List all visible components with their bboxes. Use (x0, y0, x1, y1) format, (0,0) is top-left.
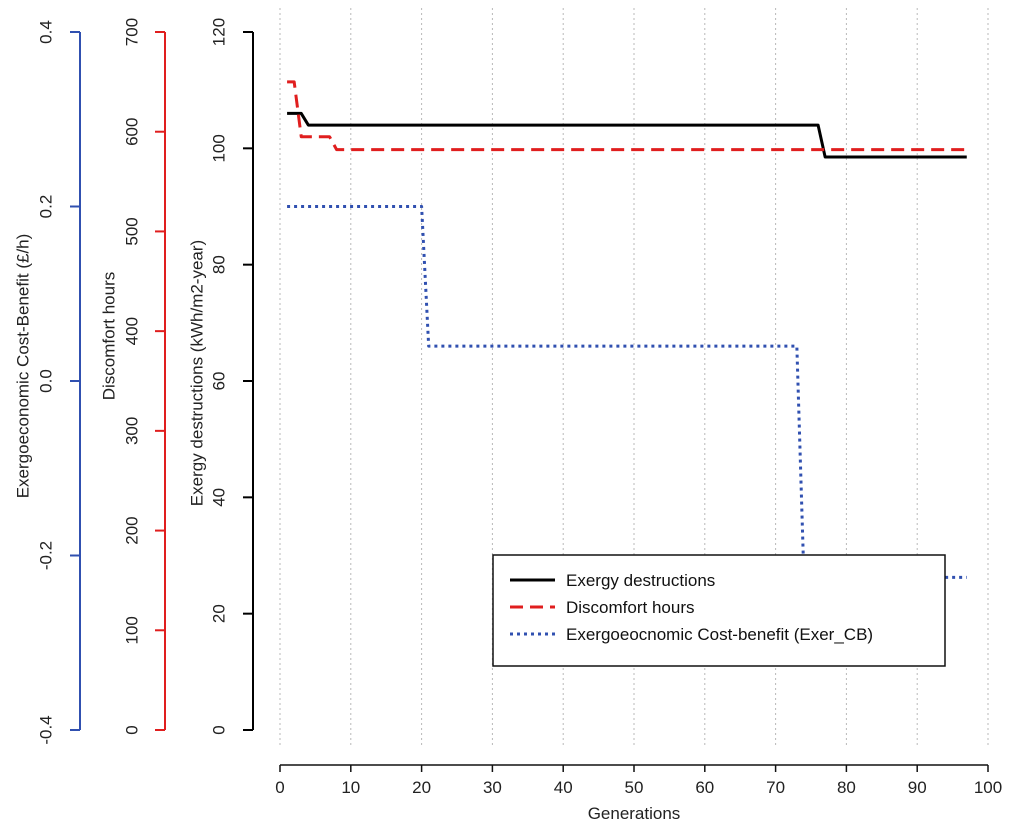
y-tick-label-costbenefit: -0.4 (36, 715, 55, 744)
y-tick-label-exergy: 60 (209, 372, 228, 391)
y-tick-label-discomfort: 0 (122, 725, 141, 734)
y-tick-label-discomfort: 200 (122, 516, 141, 544)
x-tick-label: 80 (837, 778, 856, 797)
y-axis-title-costbenefit: Exergoeconomic Cost-Benefit (£/h) (13, 234, 32, 499)
legend-label-costbenefit: Exergoeocnomic Cost-benefit (Exer_CB) (566, 625, 873, 644)
y-tick-label-discomfort: 400 (122, 317, 141, 345)
legend-box (492, 554, 946, 667)
legend-label-exergy: Exergy destructions (566, 571, 715, 590)
x-tick-label: 10 (341, 778, 360, 797)
y-tick-label-discomfort: 500 (122, 217, 141, 245)
x-tick-label: 40 (554, 778, 573, 797)
legend-label-discomfort: Discomfort hours (566, 598, 694, 617)
x-tick-label: 0 (275, 778, 284, 797)
y-axis-title-discomfort: Discomfort hours (99, 272, 118, 400)
x-tick-label: 50 (625, 778, 644, 797)
y-tick-label-costbenefit: 0.0 (36, 369, 55, 393)
x-tick-label: 30 (483, 778, 502, 797)
y-tick-label-discomfort: 700 (122, 18, 141, 46)
y-tick-label-costbenefit: -0.2 (36, 541, 55, 570)
series-line-exergy (287, 111, 967, 159)
y-tick-label-exergy: 100 (209, 134, 228, 162)
y-tick-label-discomfort: 300 (122, 417, 141, 445)
legend: Exergy destructions Discomfort hours Exe… (492, 554, 946, 667)
y-tick-label-costbenefit: 0.2 (36, 195, 55, 219)
series-line-discomfort (287, 80, 967, 152)
y-tick-label-exergy: 120 (209, 18, 228, 46)
series-line-costbenefit (287, 205, 967, 579)
x-tick-label: 20 (412, 778, 431, 797)
y-tick-label-exergy: 0 (209, 725, 228, 734)
y-tick-label-exergy: 20 (209, 604, 228, 623)
x-tick-label: 90 (908, 778, 927, 797)
x-tick-label: 70 (766, 778, 785, 797)
y-tick-label-costbenefit: 0.4 (36, 20, 55, 44)
y-tick-label-discomfort: 600 (122, 118, 141, 146)
y-tick-label-discomfort: 100 (122, 616, 141, 644)
x-tick-label: 100 (974, 778, 1002, 797)
y-axis-title-exergy: Exergy destructions (kWh/m2-year) (187, 240, 206, 506)
x-tick-label: 60 (695, 778, 714, 797)
y-tick-label-exergy: 80 (209, 255, 228, 274)
series-lines (287, 80, 967, 579)
y-tick-label-exergy: 40 (209, 488, 228, 507)
axes: 0 10 20 30 40 50 60 70 80 90 100 Generations 0 20 40 60… (13, 18, 1002, 823)
x-axis-title: Generations (588, 804, 681, 823)
